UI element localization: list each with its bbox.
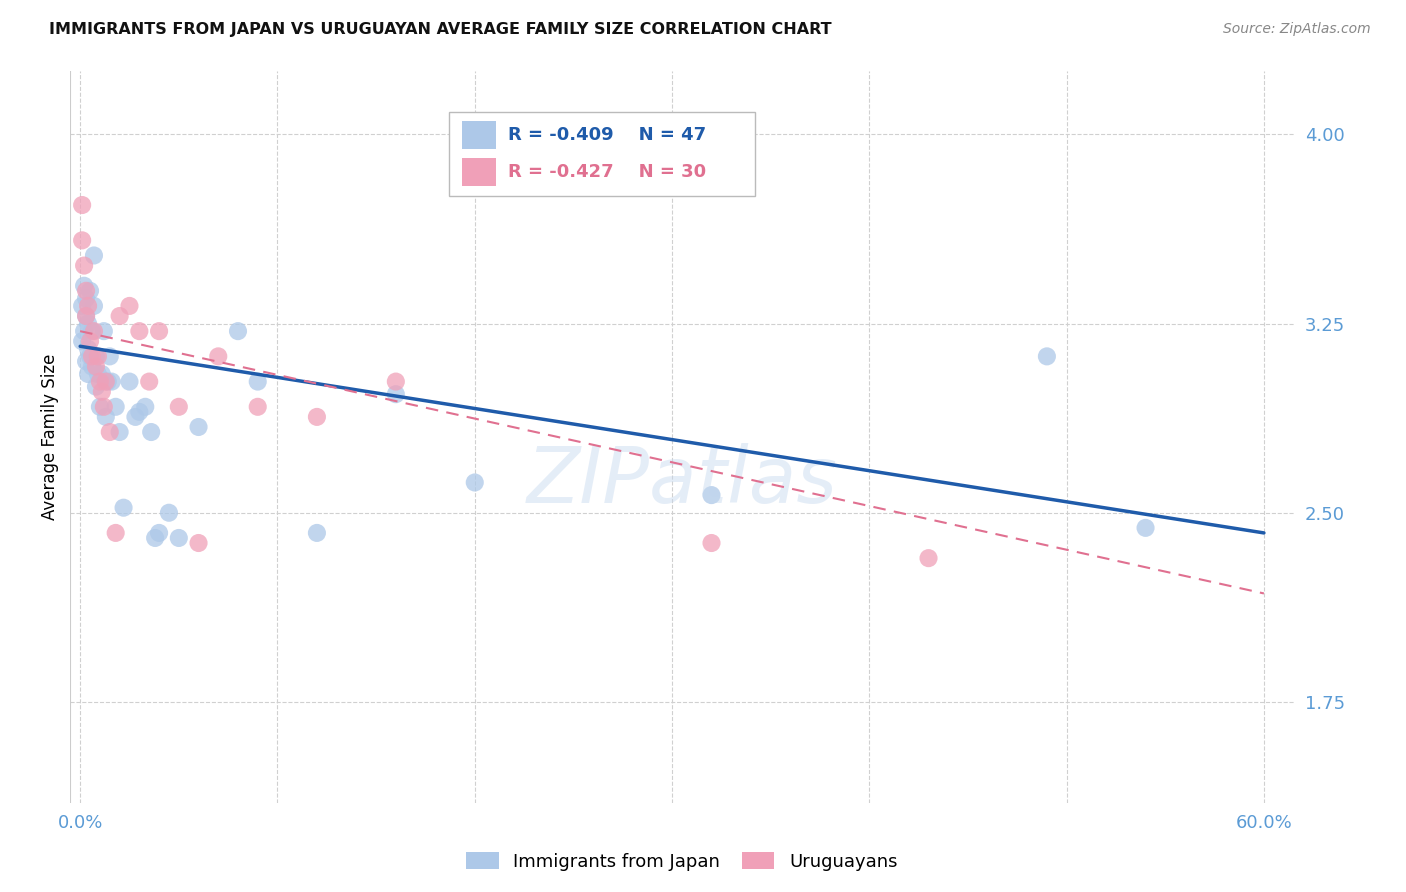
Point bbox=[700, 488, 723, 502]
Point bbox=[83, 299, 105, 313]
Point bbox=[70, 334, 93, 349]
Point bbox=[79, 334, 101, 349]
Point bbox=[1135, 521, 1157, 535]
Point bbox=[98, 350, 121, 364]
Point bbox=[75, 354, 97, 368]
Point bbox=[77, 342, 100, 356]
Point bbox=[305, 409, 328, 424]
Point bbox=[75, 309, 97, 323]
Point bbox=[83, 324, 105, 338]
Text: ZIPatlas: ZIPatlas bbox=[526, 443, 838, 519]
Point bbox=[305, 525, 328, 540]
Point bbox=[128, 405, 150, 419]
Point bbox=[84, 379, 107, 393]
Point bbox=[157, 506, 180, 520]
Point bbox=[77, 299, 100, 313]
Point bbox=[93, 324, 115, 338]
Point bbox=[77, 317, 100, 331]
Point bbox=[108, 425, 131, 439]
Point bbox=[143, 531, 166, 545]
Point bbox=[226, 324, 249, 338]
Point bbox=[89, 400, 111, 414]
Point bbox=[1036, 350, 1059, 364]
Point bbox=[93, 400, 115, 414]
Point bbox=[167, 531, 190, 545]
Point bbox=[187, 420, 209, 434]
Point bbox=[98, 425, 121, 439]
Point bbox=[246, 400, 269, 414]
Point bbox=[167, 400, 190, 414]
Point bbox=[148, 324, 170, 338]
Point bbox=[118, 375, 141, 389]
Point bbox=[128, 324, 150, 338]
Point bbox=[80, 324, 103, 338]
Point bbox=[73, 324, 96, 338]
Point bbox=[70, 198, 93, 212]
Point bbox=[104, 525, 127, 540]
Point bbox=[84, 359, 107, 374]
Text: IMMIGRANTS FROM JAPAN VS URUGUAYAN AVERAGE FAMILY SIZE CORRELATION CHART: IMMIGRANTS FROM JAPAN VS URUGUAYAN AVERA… bbox=[49, 22, 832, 37]
Point bbox=[80, 359, 103, 374]
Y-axis label: Average Family Size: Average Family Size bbox=[41, 354, 59, 520]
Point bbox=[89, 375, 111, 389]
Text: Source: ZipAtlas.com: Source: ZipAtlas.com bbox=[1223, 22, 1371, 37]
Point bbox=[94, 409, 117, 424]
Point bbox=[104, 400, 127, 414]
Point bbox=[75, 284, 97, 298]
Point bbox=[90, 367, 112, 381]
Point bbox=[94, 375, 117, 389]
Point bbox=[187, 536, 209, 550]
Point bbox=[118, 299, 141, 313]
Point bbox=[73, 278, 96, 293]
Point bbox=[97, 375, 120, 389]
Point bbox=[108, 309, 131, 323]
Point bbox=[148, 525, 170, 540]
Point bbox=[73, 259, 96, 273]
Point bbox=[83, 248, 105, 262]
Point bbox=[70, 233, 93, 247]
Point bbox=[87, 367, 110, 381]
Point bbox=[80, 350, 103, 364]
Point bbox=[246, 375, 269, 389]
Point bbox=[75, 309, 97, 323]
Point bbox=[124, 409, 146, 424]
Point bbox=[87, 350, 110, 364]
FancyBboxPatch shape bbox=[450, 112, 755, 195]
Point bbox=[79, 350, 101, 364]
Point bbox=[77, 367, 100, 381]
Point bbox=[207, 350, 229, 364]
Point bbox=[134, 400, 156, 414]
Point bbox=[917, 551, 939, 566]
FancyBboxPatch shape bbox=[461, 158, 496, 186]
Point bbox=[385, 387, 408, 401]
Point bbox=[385, 375, 408, 389]
Legend: Immigrants from Japan, Uruguayans: Immigrants from Japan, Uruguayans bbox=[460, 845, 904, 878]
Point bbox=[700, 536, 723, 550]
Point bbox=[141, 425, 163, 439]
Point bbox=[70, 299, 93, 313]
Text: R = -0.427    N = 30: R = -0.427 N = 30 bbox=[508, 163, 706, 181]
Text: R = -0.409    N = 47: R = -0.409 N = 47 bbox=[508, 126, 706, 145]
Point bbox=[84, 350, 107, 364]
Point bbox=[75, 291, 97, 305]
Point bbox=[100, 375, 122, 389]
Point bbox=[90, 384, 112, 399]
Point bbox=[79, 284, 101, 298]
FancyBboxPatch shape bbox=[461, 121, 496, 149]
Point bbox=[112, 500, 135, 515]
Point bbox=[464, 475, 486, 490]
Point bbox=[138, 375, 160, 389]
